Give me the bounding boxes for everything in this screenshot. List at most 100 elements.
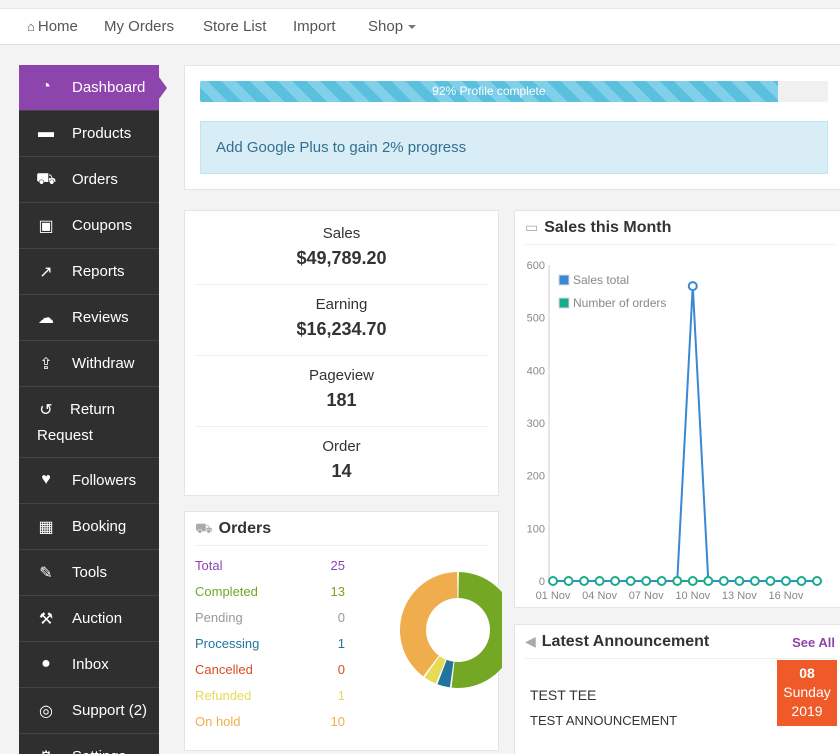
stat-pageview: Pageview 181 [195,367,488,427]
donut-slice-on-hold[interactable] [400,572,458,677]
data-point[interactable] [734,576,745,586]
stat-order-value: 14 [331,461,352,481]
nav-home[interactable]: ⌂ Home [27,18,78,35]
legend-swatch [558,274,570,286]
sidebar-item-label: Inbox [72,656,109,673]
data-point[interactable] [703,576,714,586]
order-status-label: On hold [195,714,241,729]
chat-icon: ● [41,655,51,672]
data-point[interactable] [812,576,822,586]
sidebar-item-label: Dashboard [72,79,146,96]
donut-slice-refunded[interactable] [424,656,446,684]
sidebar-item-return[interactable]: ↺ Return Request [19,387,159,458]
data-point[interactable] [672,576,683,586]
order-status-row-refunded[interactable]: Refunded 1 [195,688,345,703]
stats-panel: Sales $49,789.20 Earning $16,234.70 Page… [184,210,499,496]
order-status-row-total[interactable]: Total 25 [195,558,345,573]
order-status-row-processing[interactable]: Processing 1 [195,636,345,651]
sidebar-item-withdraw[interactable]: ⇪ Withdraw [19,341,159,387]
sidebar-item-label: Products [72,125,132,142]
life-ring-icon: ◎ [39,703,53,720]
data-point[interactable] [687,281,698,292]
order-status-count: 10 [330,714,345,729]
sidebar: ◔ Dashboard ▬ Products ⛟ Orders ▣ Coupons ↗ Repor… [19,65,167,754]
order-status-row-pending[interactable]: Pending 0 [195,610,345,625]
cart-icon: ⛟ [195,520,213,536]
sidebar-item-support-2[interactable]: ◎ Support (2) [19,688,159,734]
stat-pageview-value: 181 [326,390,357,410]
sidebar-item-label: Reports [72,263,125,280]
profile-progress-bar: 92% Profile complete [200,81,828,102]
sidebar-item-coupons[interactable]: ▣ Coupons [19,203,159,249]
orders-header: ⛟ Orders [195,512,488,546]
data-point[interactable] [594,576,605,586]
sidebar-item-orders[interactable]: ⛟ Orders [19,157,159,203]
data-point[interactable] [687,576,698,586]
nav-import[interactable]: Import [293,18,336,35]
order-status-row-on-hold[interactable]: On hold 10 [195,714,345,729]
stat-pageview-label: Pageview [308,367,375,384]
data-point[interactable] [579,576,590,586]
data-point[interactable] [718,576,729,586]
order-status-label: Completed [195,584,258,599]
dashboard-icon: ◔ [41,78,51,95]
calendar-icon: ▦ [38,519,54,536]
sidebar-item-label: Auction [72,610,123,627]
announcement-day: 08 [799,665,815,681]
nav-shop-dropdown[interactable]: Shop [368,18,417,35]
data-point[interactable] [780,576,791,586]
sidebar-item-label-line2: Request [37,427,93,444]
data-point[interactable] [548,576,558,586]
sidebar-item-reports[interactable]: ↗ Reports [19,249,159,295]
sidebar-item-reviews[interactable]: ☁ Reviews [19,295,159,341]
data-point[interactable] [610,576,621,586]
sidebar-item-label: Followers [72,472,137,489]
orders-panel: ⛟ Orders Total 25 Completed 13 Pending 0 Proces… [184,511,502,751]
stat-sales-value: $49,789.20 [296,248,387,268]
data-point[interactable] [656,576,667,586]
sidebar-item-dashboard[interactable]: ◔ Dashboard [19,65,167,111]
sidebar-item-label: Withdraw [72,355,135,372]
x-tick-label: 13 Nov [722,590,757,602]
sidebar-item-products[interactable]: ▬ Products [19,111,159,157]
data-point[interactable] [796,576,807,586]
nav-shop-label: Shop [368,18,404,35]
order-status-label: Cancelled [195,662,253,677]
line-chart-icon: ↗ [39,264,53,281]
data-point[interactable] [641,576,652,586]
announcement-item-title[interactable]: TEST TEE [530,687,597,703]
sales-chart-header: ▭ Sales this Month [525,211,835,245]
stat-order-label: Order [322,438,361,455]
sidebar-item-label: Return [70,401,116,418]
sidebar-item-settings[interactable]: ⚙ Settings [19,734,159,754]
data-point[interactable] [625,576,636,586]
sidebar-item-auction[interactable]: ⚒ Auction [19,596,159,642]
nav-my-orders[interactable]: My Orders [104,18,175,35]
x-tick-label: 01 Nov [536,590,571,602]
stat-earning: Earning $16,234.70 [195,296,488,356]
sidebar-item-label: Reviews [72,309,129,326]
see-all-link[interactable]: See All [792,635,835,650]
order-status-count: 13 [330,584,345,599]
donut-slice-processing[interactable] [437,659,454,688]
sidebar-item-inbox[interactable]: ● Inbox [19,642,159,688]
stat-sales-label: Sales [322,225,361,242]
profile-alert: Add Google Plus to gain 2% progress [200,121,828,174]
y-tick-label: 500 [527,313,545,325]
donut-slice-completed[interactable] [451,572,502,688]
sidebar-item-booking[interactable]: ▦ Booking [19,504,159,550]
credit-card-icon: ▭ [525,219,539,235]
data-point[interactable] [749,576,760,586]
data-point[interactable] [765,576,776,586]
heart-icon: ♥ [41,471,51,488]
upload-icon: ⇪ [39,356,53,373]
sidebar-item-followers[interactable]: ♥ Followers [19,458,159,504]
order-status-row-cancelled[interactable]: Cancelled 0 [195,662,345,677]
order-status-row-completed[interactable]: Completed 13 [195,584,345,599]
nav-store-list[interactable]: Store List [203,18,267,35]
sidebar-item-tools[interactable]: ✎ Tools [19,550,159,596]
data-point[interactable] [563,576,574,586]
bullhorn-icon: ◀ [525,633,536,649]
announcement-weekday: Sunday [783,684,831,700]
sidebar-item-label: Coupons [72,217,133,234]
